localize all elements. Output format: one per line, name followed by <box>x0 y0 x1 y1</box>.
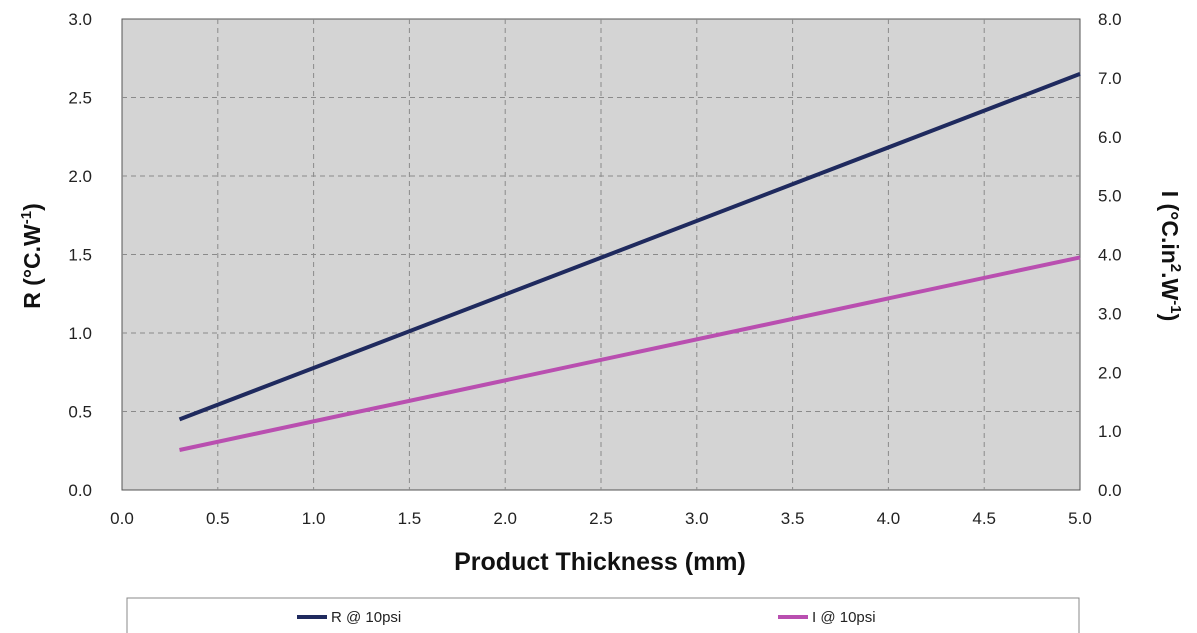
y-right-tick-label: 1.0 <box>1098 422 1122 441</box>
y-right-tick-label: 4.0 <box>1098 246 1122 265</box>
legend-box <box>126 597 1080 633</box>
y-right-tick-label: 0.0 <box>1098 481 1122 500</box>
y-left-tick-label: 1.5 <box>68 246 92 265</box>
y-right-tick-label: 8.0 <box>1098 10 1122 29</box>
x-tick-label: 4.0 <box>877 509 901 528</box>
x-tick-label: 1.5 <box>398 509 422 528</box>
x-tick-label: 3.0 <box>685 509 709 528</box>
x-axis-title: Product Thickness (mm) <box>454 548 746 576</box>
y-axis-right-title: I (°C.in2.W-1) <box>1157 191 1184 322</box>
x-tick-label: 0.0 <box>110 509 134 528</box>
series-line-i <box>179 255 1081 452</box>
y-right-tick-label: 3.0 <box>1098 304 1122 323</box>
x-tick-label: 2.0 <box>493 509 517 528</box>
y-right-tick-label: 6.0 <box>1098 128 1122 147</box>
x-tick-label: 1.0 <box>302 509 326 528</box>
y-left-tick-label: 2.5 <box>68 89 92 108</box>
x-tick-label: 5.0 <box>1068 509 1092 528</box>
y-left-tick-label: 0.0 <box>68 481 92 500</box>
x-tick-label: 2.5 <box>589 509 613 528</box>
legend: R @ 10psi I @ 10psi <box>126 597 1080 633</box>
series-line-r <box>178 72 1081 422</box>
y-left-tick-label: 1.0 <box>68 324 92 343</box>
y-left-tick-label: 2.0 <box>68 167 92 186</box>
legend-label-i: I @ 10psi <box>812 609 876 626</box>
y-right-tick-label: 7.0 <box>1098 69 1122 88</box>
y-axis-left-title: R (°C.W-1) <box>18 203 45 309</box>
y-right-tick-label: 2.0 <box>1098 363 1122 382</box>
legend-label-r: R @ 10psi <box>331 609 401 626</box>
x-tick-label: 0.5 <box>206 509 230 528</box>
x-tick-label: 4.5 <box>972 509 996 528</box>
y-right-tick-label: 5.0 <box>1098 187 1122 206</box>
x-tick-label: 3.5 <box>781 509 805 528</box>
y-left-tick-label: 3.0 <box>68 10 92 29</box>
y-left-tick-label: 0.5 <box>68 403 92 422</box>
